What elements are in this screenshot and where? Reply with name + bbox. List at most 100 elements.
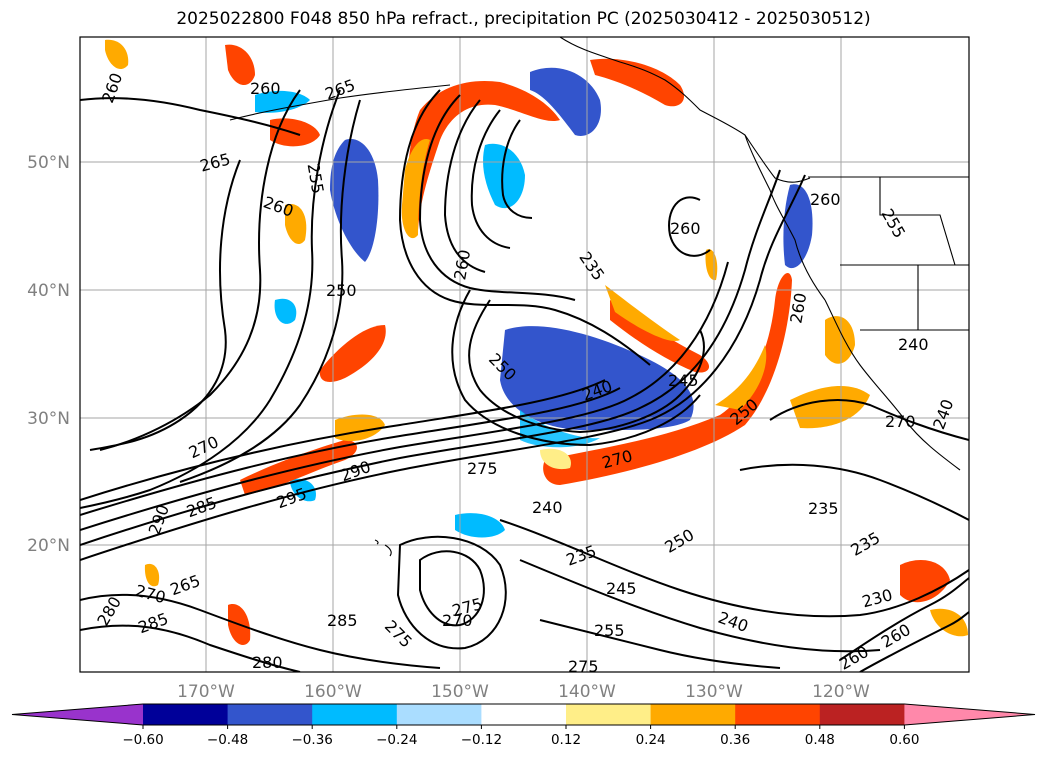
border-bc-ab (879, 177, 969, 266)
shade-orange-coast (825, 316, 855, 364)
contour-line (769, 399, 969, 441)
colorbar-tick-label: −0.12 (461, 732, 502, 748)
graticule (80, 37, 969, 672)
contour-line (80, 379, 606, 501)
colorbar-tick-label: 0.12 (551, 732, 581, 748)
contour-label: 260 (810, 190, 841, 209)
colorbar-segment (143, 704, 229, 725)
contour-line (470, 109, 511, 249)
contour-line (80, 97, 301, 136)
contour-line (179, 99, 361, 483)
colorbar-tick-label: 0.60 (889, 732, 919, 748)
colorbar-tick-label: −0.48 (207, 732, 248, 748)
contour-line (99, 89, 301, 451)
coast-bc (744, 134, 826, 301)
contour-line (468, 299, 705, 434)
lon-label-130w: 130°W (685, 682, 743, 702)
shade-yellow-mid (540, 448, 571, 470)
shade-orange-jet (715, 345, 767, 410)
contour-line (396, 535, 507, 650)
contour-label: 270 (442, 611, 473, 630)
shade-red-ne (590, 58, 685, 107)
contour-label: 245 (606, 579, 637, 598)
contour-label: 255 (594, 621, 625, 640)
shade-red-north-arc (407, 80, 560, 231)
latitude-labels: 50°N 40°N 30°N 20°N (27, 153, 70, 556)
shade-cyan-small (290, 478, 316, 502)
coastlines (229, 37, 969, 557)
contour-line (499, 519, 969, 618)
colorbar-extend-low (12, 704, 143, 725)
colorbar-segment (396, 704, 482, 725)
colorbar-segment (650, 704, 736, 725)
contour-line (398, 89, 651, 366)
lat-label-30: 30°N (27, 409, 70, 429)
coast-us-west (824, 299, 961, 471)
colorbar-segment (481, 704, 567, 725)
contour-line (80, 89, 341, 509)
contour-line (80, 174, 806, 561)
contour-line (80, 169, 781, 546)
shade-blue-west (330, 139, 379, 262)
lat-label-20: 20°N (27, 536, 70, 556)
shade-orange-se (930, 608, 968, 637)
shade-orange-west (285, 204, 307, 245)
contour-line (839, 577, 969, 661)
lon-label-140w: 140°W (558, 682, 616, 702)
shade-blue-central (500, 326, 694, 431)
contour-line (859, 611, 969, 672)
coast-hawaii (374, 539, 392, 557)
contour-line (443, 99, 486, 273)
contour-label: 250 (326, 281, 357, 300)
contour-label: 240 (532, 498, 563, 517)
lat-label-50: 50°N (27, 153, 70, 173)
lon-label-150w: 150°W (431, 682, 489, 702)
contour-line (80, 624, 301, 672)
shade-orange-nw (105, 39, 129, 70)
shade-cyan-pacific (274, 298, 297, 324)
contour-line (739, 463, 969, 521)
shade-orange-north-arc (401, 139, 430, 239)
contour-label: 275 (568, 657, 599, 676)
colorbar-segment (312, 704, 398, 725)
contour-line (519, 559, 881, 653)
contour-line (539, 619, 781, 669)
coast-aleutians (229, 84, 451, 121)
shade-red-se (900, 560, 950, 603)
longitude-labels: 170°W 160°W 150°W 140°W 130°W 120°W (177, 682, 870, 702)
shade-red-west-jet (319, 325, 386, 382)
map-title: 2025022800 F048 850 hPa refract., precip… (176, 9, 871, 29)
shade-blue-north (530, 67, 601, 136)
contour-line (419, 550, 485, 627)
shade-cyan-subtropic (455, 513, 505, 538)
contour-line (418, 94, 576, 301)
colorbar-tick-label: −0.24 (376, 732, 417, 748)
contour-line (80, 261, 729, 531)
contour-line (89, 159, 241, 451)
shade-orange-sw (144, 563, 160, 587)
map-border (79, 36, 970, 673)
lon-label-120w: 120°W (812, 682, 870, 702)
contour-line (501, 119, 533, 219)
contour-label: 270 (885, 412, 916, 431)
contour-label: 280 (252, 653, 283, 672)
contour-label: 245 (668, 371, 699, 390)
lat-label-40: 40°N (27, 281, 70, 301)
shade-cyan-north (483, 143, 525, 209)
contour-label: 285 (327, 611, 358, 630)
contour-label: 235 (808, 499, 839, 518)
contour-label: 260 (670, 219, 701, 238)
colorbar-segment (227, 704, 313, 725)
shade-red-jet (543, 272, 792, 485)
colorbar-tick-label: 0.36 (720, 732, 750, 748)
colorbar-extend-high (904, 704, 1035, 725)
contour-label: 240 (898, 335, 929, 354)
shade-red-nw (225, 44, 255, 86)
refractivity-contours (80, 89, 969, 672)
shade-orange-arc-central (605, 285, 680, 341)
lon-label-170w: 170°W (177, 682, 235, 702)
colorbar-tick-label: 0.48 (805, 732, 835, 748)
colorbar-tick-label: 0.24 (636, 732, 666, 748)
colorbar-tick-labels: −0.60 −0.48 −0.36 −0.24 −0.12 0.12 0.24 0.36 0.4… (122, 725, 919, 748)
